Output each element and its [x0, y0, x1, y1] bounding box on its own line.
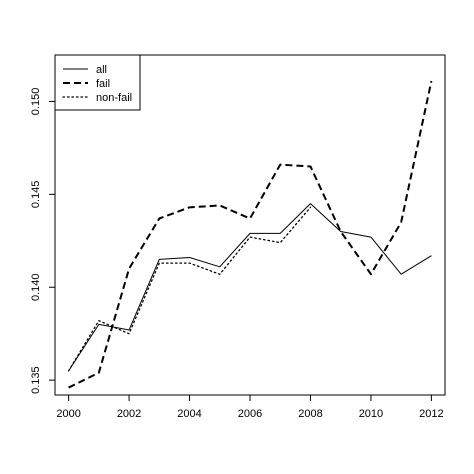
legend-label-fail: fail — [96, 78, 110, 90]
y-tick-label: 0.140 — [30, 273, 42, 301]
y-tick-label: 0.150 — [30, 88, 42, 116]
legend-label-all: all — [96, 64, 107, 76]
series-line-non-fail — [67, 206, 312, 372]
series-line-all — [68, 203, 432, 372]
x-tick-label: 2004 — [177, 408, 201, 420]
x-tick-label: 2002 — [117, 408, 141, 420]
x-tick-label: 2000 — [56, 408, 80, 420]
y-tick-label: 0.135 — [30, 366, 42, 394]
x-tick-label: 2012 — [419, 408, 443, 420]
legend: all fail non-fail — [54, 54, 141, 111]
series-line-fail — [68, 80, 433, 389]
y-tick-label: 0.145 — [30, 181, 42, 209]
x-tick-label: 2006 — [238, 408, 262, 420]
x-tick-label: 2010 — [359, 408, 383, 420]
axis-layer: 2000 2002 2004 2006 2008 2010 2012 0.135 0.140 0.… — [30, 88, 444, 420]
legend-label-non-fail: non-fail — [96, 92, 132, 104]
x-tick-label: 2008 — [298, 408, 322, 420]
series-layer — [67, 80, 433, 389]
